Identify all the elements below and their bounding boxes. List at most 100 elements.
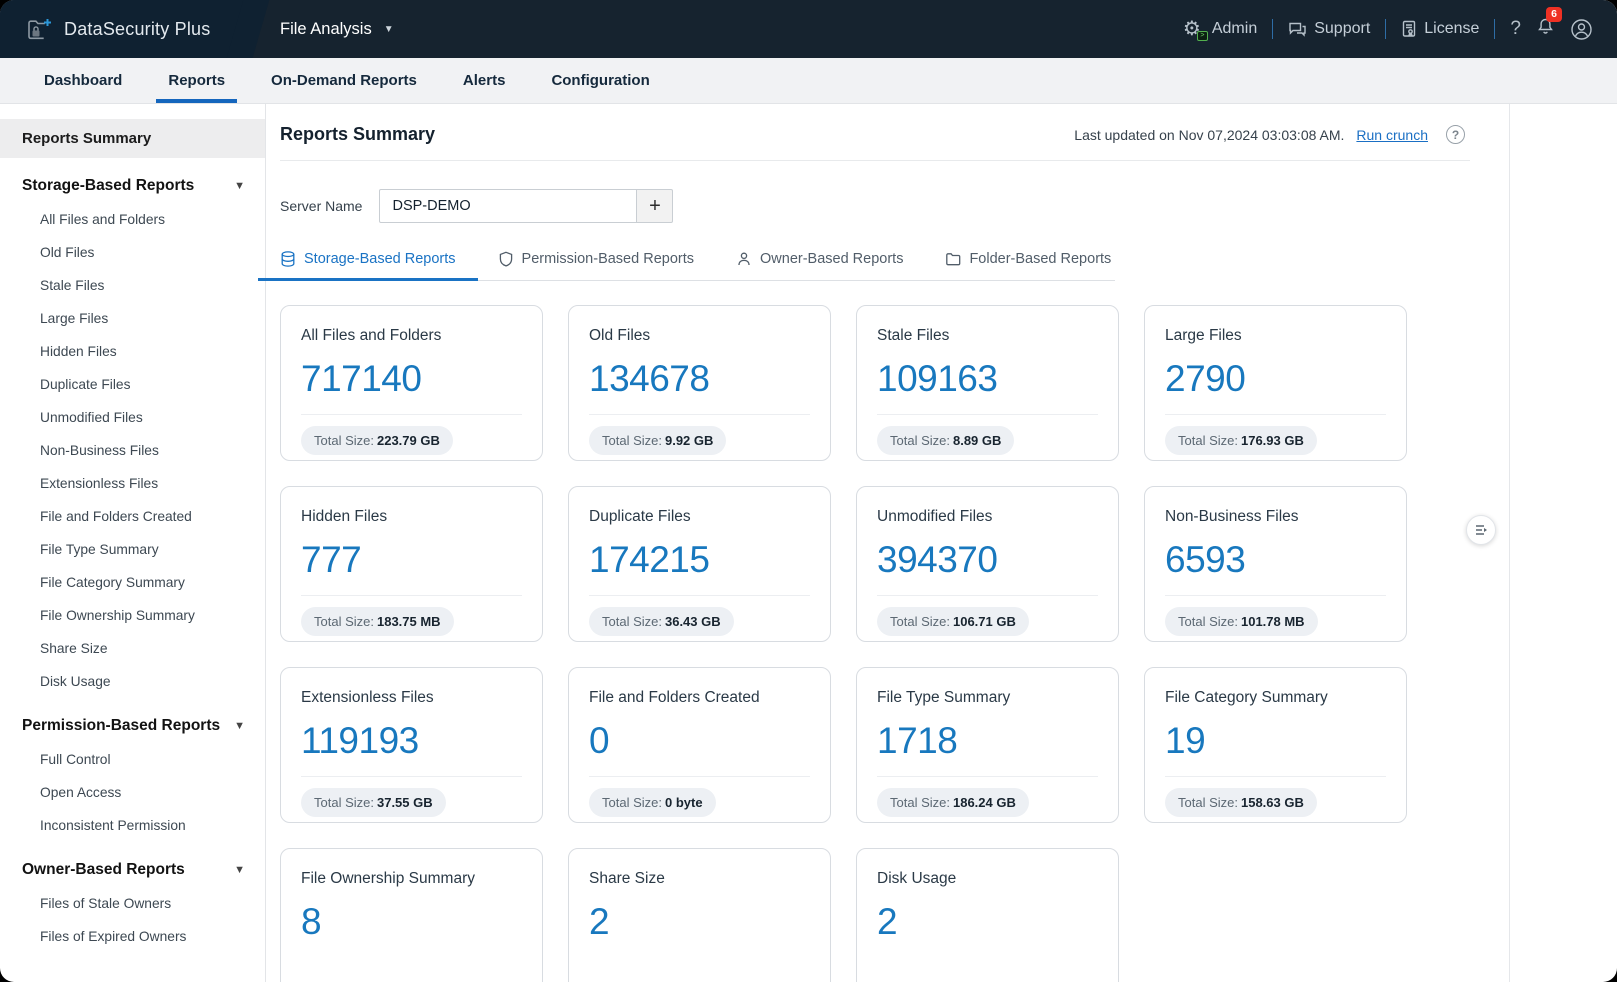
card-title: Share Size <box>589 870 665 887</box>
sidebar-item[interactable]: Stale Files <box>40 278 105 293</box>
sidebar-item[interactable]: All Files and Folders <box>40 212 165 227</box>
help-icon[interactable]: ? <box>1510 18 1521 39</box>
chevron-down-icon: ▼ <box>234 864 245 876</box>
tab-label: Folder-Based Reports <box>969 251 1112 267</box>
card-file-ownership-summary[interactable]: File Ownership Summary 8 <box>280 848 543 982</box>
tab-owner-based-reports[interactable]: Owner-Based Reports <box>736 251 903 280</box>
card-old-files[interactable]: Old Files 134678 Total Size: 9.92 GB <box>568 305 831 461</box>
sidebar-item[interactable]: Hidden Files <box>40 344 117 359</box>
card-extensionless-files[interactable]: Extensionless Files 119193 Total Size: 37… <box>280 667 543 823</box>
support-link[interactable]: Support <box>1288 20 1370 38</box>
sidebar-item[interactable]: Duplicate Files <box>40 377 131 392</box>
card-disk-usage[interactable]: Disk Usage 2 <box>856 848 1119 982</box>
total-size-badge: Total Size: 9.92 GB <box>589 426 727 455</box>
card-count: 174215 <box>589 539 710 580</box>
chevron-down-icon: ▼ <box>234 180 245 192</box>
sidebar-item[interactable]: File Type Summary <box>40 542 159 557</box>
card-file-type-summary[interactable]: File Type Summary 1718 Total Size: 186.24… <box>856 667 1119 823</box>
sidebar-item[interactable]: Files of Stale Owners <box>40 896 172 911</box>
tab-alerts[interactable]: Alerts <box>462 72 506 89</box>
total-size-badge: Total Size: 158.63 GB <box>1165 788 1317 817</box>
license-link[interactable]: License <box>1401 20 1479 38</box>
sidebar-item[interactable]: File Ownership Summary <box>40 608 195 623</box>
section-title: Permission-Based Reports <box>22 717 221 734</box>
server-name-input[interactable] <box>379 189 638 223</box>
run-crunch-link[interactable]: Run crunch <box>1356 126 1428 143</box>
card-title: Disk Usage <box>877 870 957 887</box>
card-share-size[interactable]: Share Size 2 <box>568 848 831 982</box>
tab-folder-based-reports[interactable]: Folder-Based Reports <box>945 251 1111 280</box>
sidebar-item[interactable]: File Category Summary <box>40 575 185 590</box>
sidebar-item[interactable]: Share Size <box>40 641 108 656</box>
add-server-button[interactable]: + <box>637 189 674 223</box>
report-cards-grid: All Files and Folders 717140 Total Size:… <box>280 305 1617 982</box>
sidebar-item[interactable]: Inconsistent Permission <box>40 818 186 833</box>
admin-link[interactable]: ⚙ > Admin <box>1183 18 1258 41</box>
card-non-business-files[interactable]: Non-Business Files 6593 Total Size: 101.7… <box>1144 486 1407 642</box>
card-file-category-summary[interactable]: File Category Summary 19 Total Size: 158.… <box>1144 667 1407 823</box>
tab-on-demand-reports[interactable]: On-Demand Reports <box>271 72 417 89</box>
card-duplicate-files[interactable]: Duplicate Files 174215 Total Size: 36.43 … <box>568 486 831 642</box>
folder-icon <box>946 253 961 266</box>
sidebar-item[interactable]: File and Folders Created <box>40 509 192 524</box>
sidebar-item[interactable]: Unmodified Files <box>40 410 143 425</box>
total-size-badge: Total Size: 8.89 GB <box>877 426 1015 455</box>
sidebar-item[interactable]: Extensionless Files <box>40 476 159 491</box>
card-title: File Ownership Summary <box>301 870 475 887</box>
card-file-and-folders-created[interactable]: File and Folders Created 0 Total Size: 0 … <box>568 667 831 823</box>
card-hidden-files[interactable]: Hidden Files 777 Total Size: 183.75 MB <box>280 486 543 642</box>
divider <box>1272 19 1274 39</box>
chevron-down-icon: ▼ <box>383 23 394 35</box>
tab-storage-based-reports[interactable]: Storage-Based Reports <box>258 251 478 281</box>
tab-permission-based-reports[interactable]: Permission-Based Reports <box>498 251 694 280</box>
sidebar-item[interactable]: Full Control <box>40 752 111 767</box>
total-size-badge: Total Size: 183.75 MB <box>301 607 454 636</box>
card-count: 1718 <box>877 720 958 761</box>
card-count: 0 <box>589 720 610 761</box>
module-selector[interactable]: File Analysis ▼ <box>280 20 394 39</box>
main-content: Reports Summary Last updated on Nov 07,2… <box>258 104 1617 982</box>
sidebar-item[interactable]: Disk Usage <box>40 674 111 689</box>
sidebar-item-reports-summary[interactable]: Reports Summary <box>0 119 265 158</box>
admin-gear-icon: ⚙ > <box>1183 18 1208 41</box>
product-name: DataSecurity Plus <box>64 18 211 39</box>
card-count: 109163 <box>877 358 998 399</box>
sidebar-item[interactable]: Files of Expired Owners <box>40 929 187 944</box>
card-large-files[interactable]: Large Files 2790 Total Size: 176.93 GB <box>1144 305 1407 461</box>
sidebar-section-permission-based[interactable]: Permission-Based Reports ▼ <box>0 698 265 743</box>
card-title: File Type Summary <box>877 689 1011 706</box>
user-avatar-icon[interactable] <box>1570 18 1593 41</box>
card-title: Stale Files <box>877 327 950 344</box>
sidebar-section-storage-based[interactable]: Storage-Based Reports ▼ <box>0 158 265 203</box>
tab-configuration[interactable]: Configuration <box>551 72 650 89</box>
card-count: 2 <box>589 901 610 942</box>
notifications-button[interactable]: 6 <box>1536 7 1562 41</box>
total-size-badge: Total Size: 176.93 GB <box>1165 426 1317 455</box>
card-unmodified-files[interactable]: Unmodified Files 394370 Total Size: 106.7… <box>856 486 1119 642</box>
tab-reports[interactable]: Reports <box>156 58 237 103</box>
sidebar-item[interactable]: Large Files <box>40 311 109 326</box>
card-all-files-and-folders[interactable]: All Files and Folders 717140 Total Size:… <box>280 305 543 461</box>
card-title: Unmodified Files <box>877 508 993 525</box>
card-title: Large Files <box>1165 327 1242 344</box>
divider <box>280 160 1470 161</box>
help-circle-icon[interactable]: ? <box>1446 125 1465 144</box>
admin-label: Admin <box>1211 20 1258 37</box>
total-size-badge: Total Size: 186.24 GB <box>877 788 1029 817</box>
reports-sidebar: Reports Summary Storage-Based Reports ▼ … <box>0 104 266 982</box>
card-count: 6593 <box>1165 539 1246 580</box>
card-count: 777 <box>301 539 362 580</box>
slide-out-panel-button[interactable] <box>1466 515 1496 545</box>
tab-dashboard[interactable]: Dashboard <box>44 72 123 89</box>
tab-label: Storage-Based Reports <box>304 251 456 267</box>
card-title: Non-Business Files <box>1165 508 1299 525</box>
card-stale-files[interactable]: Stale Files 109163 Total Size: 8.89 GB <box>856 305 1119 461</box>
card-count: 2 <box>877 901 898 942</box>
top-header-bar: DataSecurity Plus File Analysis ▼ ⚙ > Adm… <box>0 0 1617 58</box>
sidebar-section-owner-based[interactable]: Owner-Based Reports ▼ <box>0 842 265 887</box>
sidebar-item[interactable]: Non-Business Files <box>40 443 159 458</box>
user-icon <box>738 252 750 266</box>
sidebar-item[interactable]: Old Files <box>40 245 95 260</box>
license-label: License <box>1424 20 1480 37</box>
sidebar-item[interactable]: Open Access <box>40 785 122 800</box>
